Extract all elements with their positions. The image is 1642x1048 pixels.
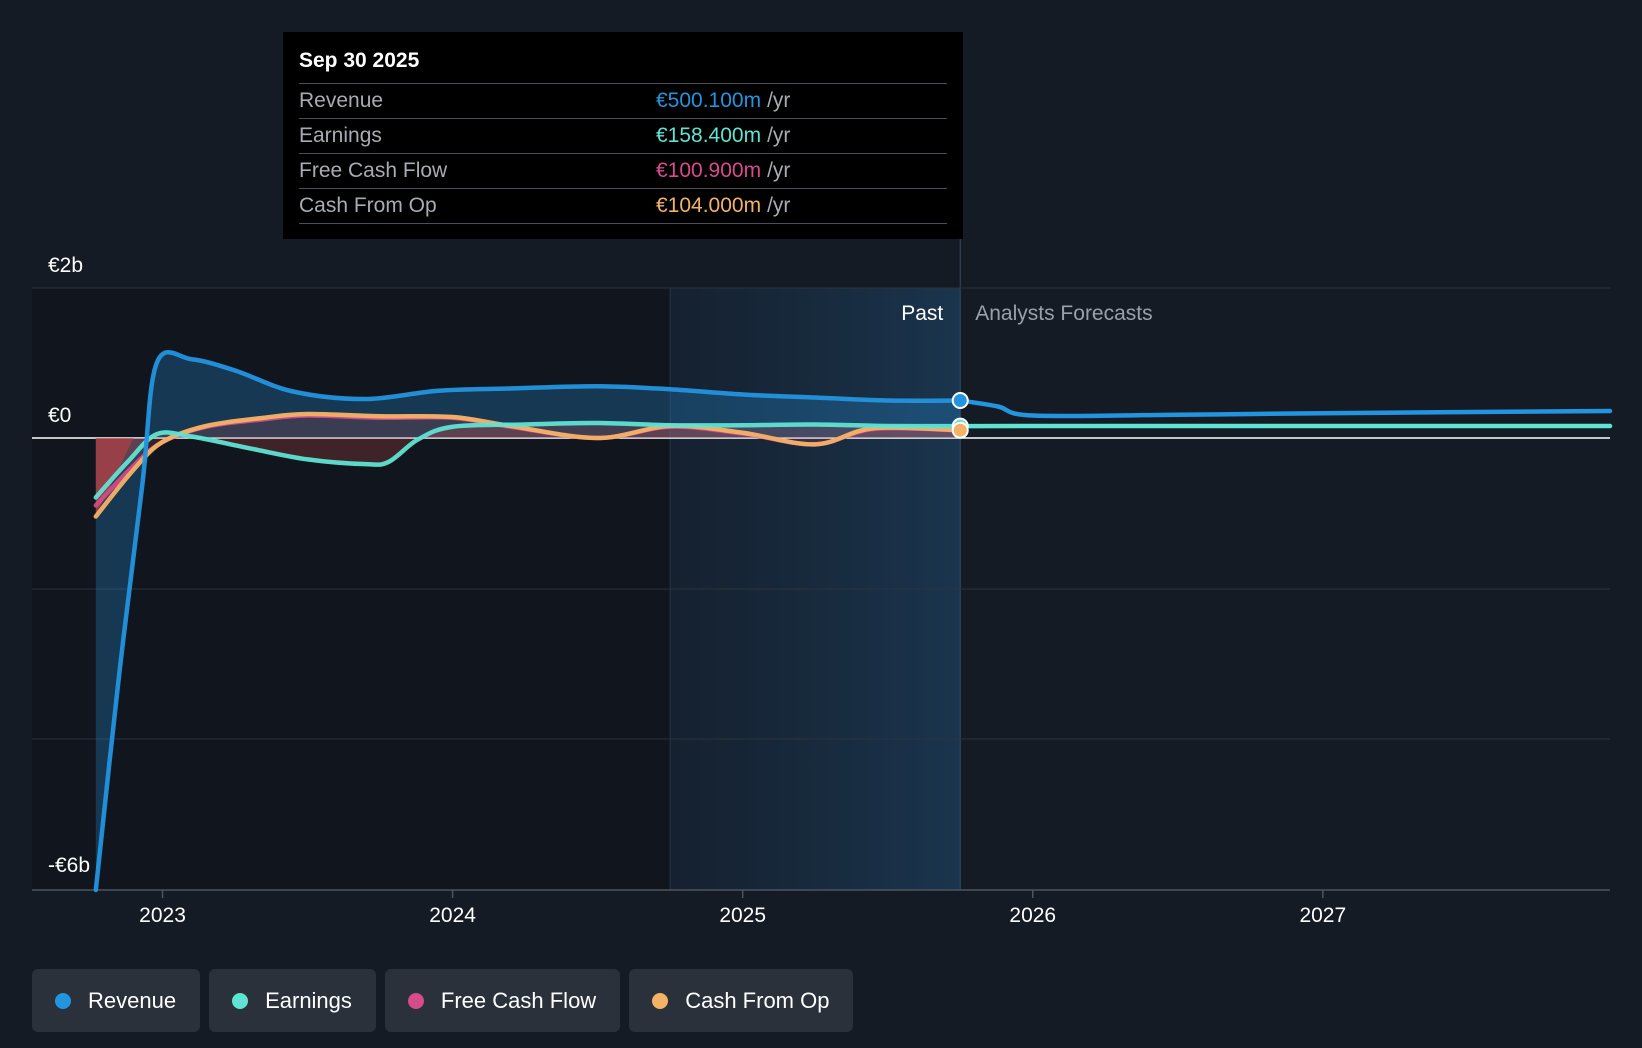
y-tick-label: -€6b bbox=[48, 854, 90, 877]
tooltip-row-cash-from-op: Cash From Op €104.000m /yr bbox=[299, 189, 947, 224]
legend-item-cash-from-op[interactable]: Cash From Op bbox=[629, 969, 854, 1032]
x-tick-label: 2027 bbox=[1299, 904, 1346, 927]
revenue-area bbox=[95, 352, 961, 890]
legend-dot-icon bbox=[407, 992, 424, 1009]
tooltip-label: Earnings bbox=[299, 124, 382, 147]
earnings-line bbox=[93, 420, 963, 500]
tooltip-unit: /yr bbox=[767, 159, 791, 182]
tooltip-date: Sep 30 2025 bbox=[299, 46, 947, 84]
tooltip-row-free-cash-flow: Free Cash Flow €100.900m /yr bbox=[299, 154, 947, 189]
x-tick-label: 2026 bbox=[1009, 904, 1056, 927]
tooltip-label: Revenue bbox=[299, 89, 384, 112]
forecast-label: Analysts Forecasts bbox=[975, 302, 1152, 325]
x-tick-label: 2025 bbox=[719, 904, 766, 927]
tooltip-unit: /yr bbox=[767, 194, 791, 217]
cash-area bbox=[95, 413, 961, 517]
past-label: Past bbox=[901, 302, 943, 325]
earnings-area bbox=[95, 422, 961, 498]
legend-label: Revenue bbox=[88, 987, 177, 1013]
y-tick-label: €2b bbox=[48, 254, 83, 277]
tooltip-unit: /yr bbox=[767, 124, 791, 147]
revenue-marker bbox=[951, 392, 969, 409]
revenue-line-forecast bbox=[957, 398, 1613, 419]
tooltip: Sep 30 2025 Revenue €500.100m /yr Earnin… bbox=[283, 32, 963, 239]
legend-dot-icon bbox=[232, 992, 249, 1009]
tooltip-label: Cash From Op bbox=[299, 194, 437, 217]
tooltip-value: €500.100m bbox=[656, 89, 762, 112]
legend-item-revenue[interactable]: Revenue bbox=[32, 969, 201, 1032]
tooltip-label: Free Cash Flow bbox=[299, 159, 448, 182]
legend-label: Free Cash Flow bbox=[440, 987, 597, 1013]
x-tick-label: 2023 bbox=[139, 904, 186, 927]
legend-dot-icon bbox=[652, 992, 669, 1009]
legend-item-earnings[interactable]: Earnings bbox=[209, 969, 376, 1032]
legend: Revenue Earnings Free Cash Flow Cash Fro… bbox=[32, 969, 854, 1032]
y-tick-label: €0 bbox=[48, 404, 71, 427]
legend-dot-icon bbox=[55, 992, 71, 1009]
tooltip-value: €100.900m bbox=[656, 159, 762, 182]
tooltip-row-revenue: Revenue €500.100m /yr bbox=[299, 84, 947, 119]
legend-item-free-cash-flow[interactable]: Free Cash Flow bbox=[384, 969, 621, 1032]
legend-label: Cash From Op bbox=[685, 987, 830, 1013]
cash-from-op-marker bbox=[951, 421, 969, 439]
tooltip-unit: /yr bbox=[767, 89, 791, 112]
tooltip-value: €104.000m bbox=[656, 194, 762, 217]
revenue-line bbox=[93, 349, 963, 893]
tooltip-row-earnings: Earnings €158.400m /yr bbox=[299, 119, 947, 154]
tooltip-value: €158.400m bbox=[656, 124, 762, 147]
x-tick-label: 2024 bbox=[429, 904, 476, 927]
legend-label: Earnings bbox=[265, 987, 352, 1013]
